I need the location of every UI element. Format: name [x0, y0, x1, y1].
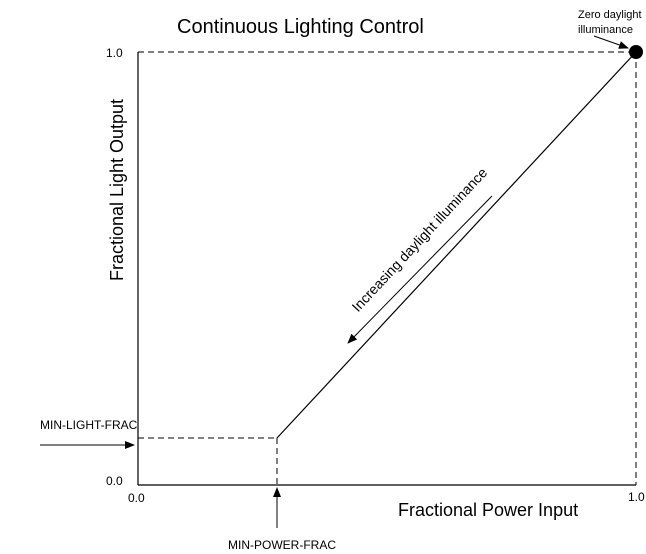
arrow — [593, 35, 629, 49]
title: Continuous Lighting Control — [177, 16, 424, 38]
x-tick-label: 1.0 — [628, 490, 645, 504]
x-tick-label: 0.0 — [128, 491, 145, 505]
x-axis-label: Fractional Power Input — [398, 500, 578, 520]
arrow — [347, 195, 493, 344]
annotation: illuminance — [578, 24, 633, 36]
control-line — [276, 51, 637, 439]
y-tick-label: 1.0 — [106, 46, 123, 60]
y-tick-label: 0.0 — [106, 474, 123, 488]
y-axis-label: Fractional Light Output — [107, 99, 127, 281]
annotation: Increasing daylight illuminance — [348, 164, 490, 315]
annotation: MIN-LIGHT-FRAC — [40, 418, 138, 432]
annotation: MIN-POWER-FRAC — [228, 538, 336, 552]
zero-daylight-point — [629, 45, 643, 59]
annotation: Zero daylight — [578, 9, 642, 21]
